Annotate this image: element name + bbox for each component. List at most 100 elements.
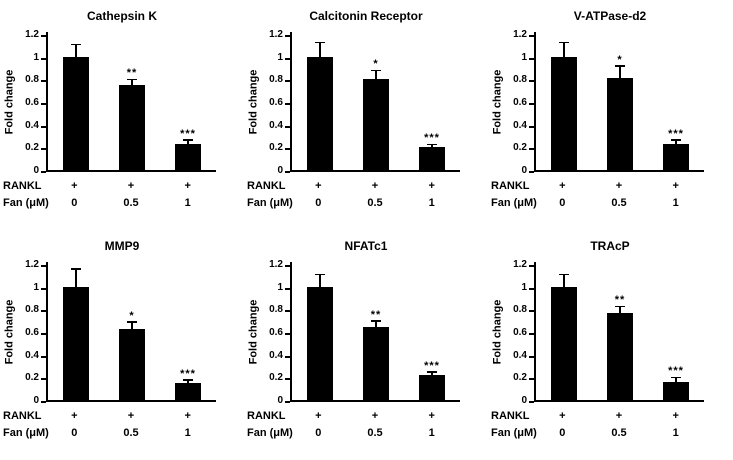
x-axis-cell: +	[127, 409, 135, 422]
error-bar-line	[375, 321, 377, 328]
x-axis-row-label: Fan (μM)	[247, 426, 293, 439]
y-tick-label: 1.2	[25, 259, 39, 270]
error-bar-line	[675, 140, 677, 144]
y-axis-label: Fold change	[0, 262, 18, 402]
bar-chart-nfatc1: NFATc1 Fold change 0 0.2 0.4 0.6 0.8 1 1.2 ** *** R…	[244, 230, 488, 460]
y-tick-mark	[285, 148, 290, 151]
y-tick-label: 0.6	[513, 97, 527, 108]
x-axis-rows: RANKL + + + Fan (μM) 0 0.5 1	[244, 172, 488, 211]
y-tick-mark	[529, 287, 534, 290]
y-tick-mark	[529, 333, 534, 335]
x-axis-row-label: Fan (μM)	[3, 196, 49, 209]
y-tick-label: 0.4	[25, 119, 39, 131]
error-bar-cap	[127, 78, 137, 81]
significance-label: ***	[424, 132, 440, 145]
error-bar-cap	[671, 139, 681, 141]
x-axis-cell: 1	[672, 196, 679, 209]
y-tick-label: 0.6	[25, 327, 39, 338]
y-tick-label: 0.6	[513, 327, 527, 338]
y-axis-label: Fold change	[244, 262, 262, 402]
x-axis-cell: 0.5	[367, 426, 383, 439]
bar	[607, 312, 633, 400]
error-bar-line	[619, 66, 621, 79]
x-axis-cell: 1	[672, 426, 679, 439]
y-axis: 0 0.2 0.4 0.6 0.8 1 1.2	[18, 29, 46, 176]
significance-label: **	[614, 294, 626, 307]
y-tick-label: 0.2	[25, 372, 39, 384]
y-tick-mark	[285, 35, 290, 37]
y-axis-label-text: Fold change	[247, 299, 259, 365]
bar	[551, 286, 577, 400]
x-axis-cell: +	[71, 179, 78, 192]
y-tick-mark	[529, 171, 534, 173]
error-bar-line	[187, 380, 189, 383]
x-axis-rows: RANKL + + + Fan (μM) 0 0.5 1	[488, 172, 732, 211]
significance-label: **	[370, 308, 382, 321]
bar	[551, 56, 577, 170]
error-bar-cap	[71, 268, 81, 270]
y-tick-mark	[529, 148, 534, 151]
y-tick-mark	[41, 103, 46, 105]
x-axis-cell: +	[615, 409, 623, 422]
plot-area: Fold change 0 0.2 0.4 0.6 0.8 1 1.2 ** ***	[488, 256, 732, 406]
y-tick-mark	[285, 125, 290, 128]
x-axis-cell: +	[615, 179, 623, 192]
error-bar-line	[187, 140, 189, 144]
bar	[663, 143, 689, 170]
x-axis-row-label: Fan (μM)	[3, 426, 49, 439]
bar-chart-calcitonin-receptor: Calcitonin Receptor Fold change 0 0.2 0.4 0.6…	[244, 0, 488, 230]
plot-box: * ***	[534, 32, 704, 172]
plot-area: Fold change 0 0.2 0.4 0.6 0.8 1 1.2 * ***	[244, 26, 488, 176]
y-tick-label: 0	[277, 395, 283, 406]
bar	[63, 286, 89, 400]
plot-box: * ***	[290, 32, 460, 172]
y-tick-mark	[529, 265, 534, 267]
y-tick-label: 0	[521, 395, 527, 406]
significance-label: ***	[668, 127, 684, 140]
y-tick-label: 0	[277, 165, 283, 176]
x-axis-cell: +	[428, 179, 435, 192]
y-tick-label: 0.4	[269, 119, 283, 131]
error-bar-line	[131, 322, 133, 329]
error-bar-cap	[371, 320, 381, 322]
error-bar-line	[75, 269, 77, 287]
y-tick-label: 1.2	[269, 29, 283, 40]
y-axis: 0 0.2 0.4 0.6 0.8 1 1.2	[506, 29, 534, 176]
y-axis-label-text: Fold change	[3, 299, 15, 365]
y-tick-mark	[41, 265, 46, 267]
y-axis-label-text: Fold change	[491, 299, 503, 365]
y-axis-label: Fold change	[488, 262, 506, 402]
y-tick-mark	[41, 333, 46, 335]
x-axis-cell: 0	[315, 196, 322, 209]
x-axis-cell: +	[184, 409, 191, 422]
x-axis-cell: 0	[315, 426, 322, 439]
error-bar-cap	[315, 273, 325, 276]
y-tick-label: 1.2	[513, 29, 527, 40]
y-tick-label: 1	[33, 281, 39, 293]
x-axis-rows: RANKL + + + Fan (μM) 0 0.5 1	[244, 402, 488, 441]
significance-label: *	[617, 53, 623, 66]
x-axis-row: Fan (μM) 0 0.5 1	[244, 424, 488, 441]
chart-title: V-ATPase-d2	[573, 9, 647, 23]
x-axis-row: Fan (μM) 0 0.5 1	[0, 194, 244, 211]
x-axis-cell: +	[315, 179, 322, 192]
x-axis-cells: + + +	[534, 410, 704, 422]
y-tick-label: 0.4	[513, 349, 527, 361]
y-axis: 0 0.2 0.4 0.6 0.8 1 1.2	[506, 259, 534, 406]
y-tick-label: 0.4	[513, 119, 527, 131]
x-axis-cell: +	[127, 179, 135, 192]
plot-box: ** ***	[46, 32, 216, 172]
x-axis-row: RANKL + + +	[488, 407, 732, 424]
bar-chart-mmp9: MMP9 Fold change 0 0.2 0.4 0.6 0.8 1 1.2 * *** RANK…	[0, 230, 244, 460]
x-axis-cells: 0 0.5 1	[534, 427, 704, 439]
x-axis-row-label: Fan (μM)	[491, 196, 537, 209]
y-tick-mark	[529, 355, 534, 358]
y-tick-label: 1.2	[25, 29, 39, 40]
x-axis-cell: +	[371, 179, 379, 192]
y-tick-mark	[529, 35, 534, 37]
y-tick-mark	[285, 355, 290, 358]
error-bar-cap	[559, 273, 569, 276]
y-axis-label: Fold change	[488, 32, 506, 172]
x-axis-cells: 0 0.5 1	[290, 197, 460, 209]
x-axis-cell: 0	[71, 426, 78, 439]
